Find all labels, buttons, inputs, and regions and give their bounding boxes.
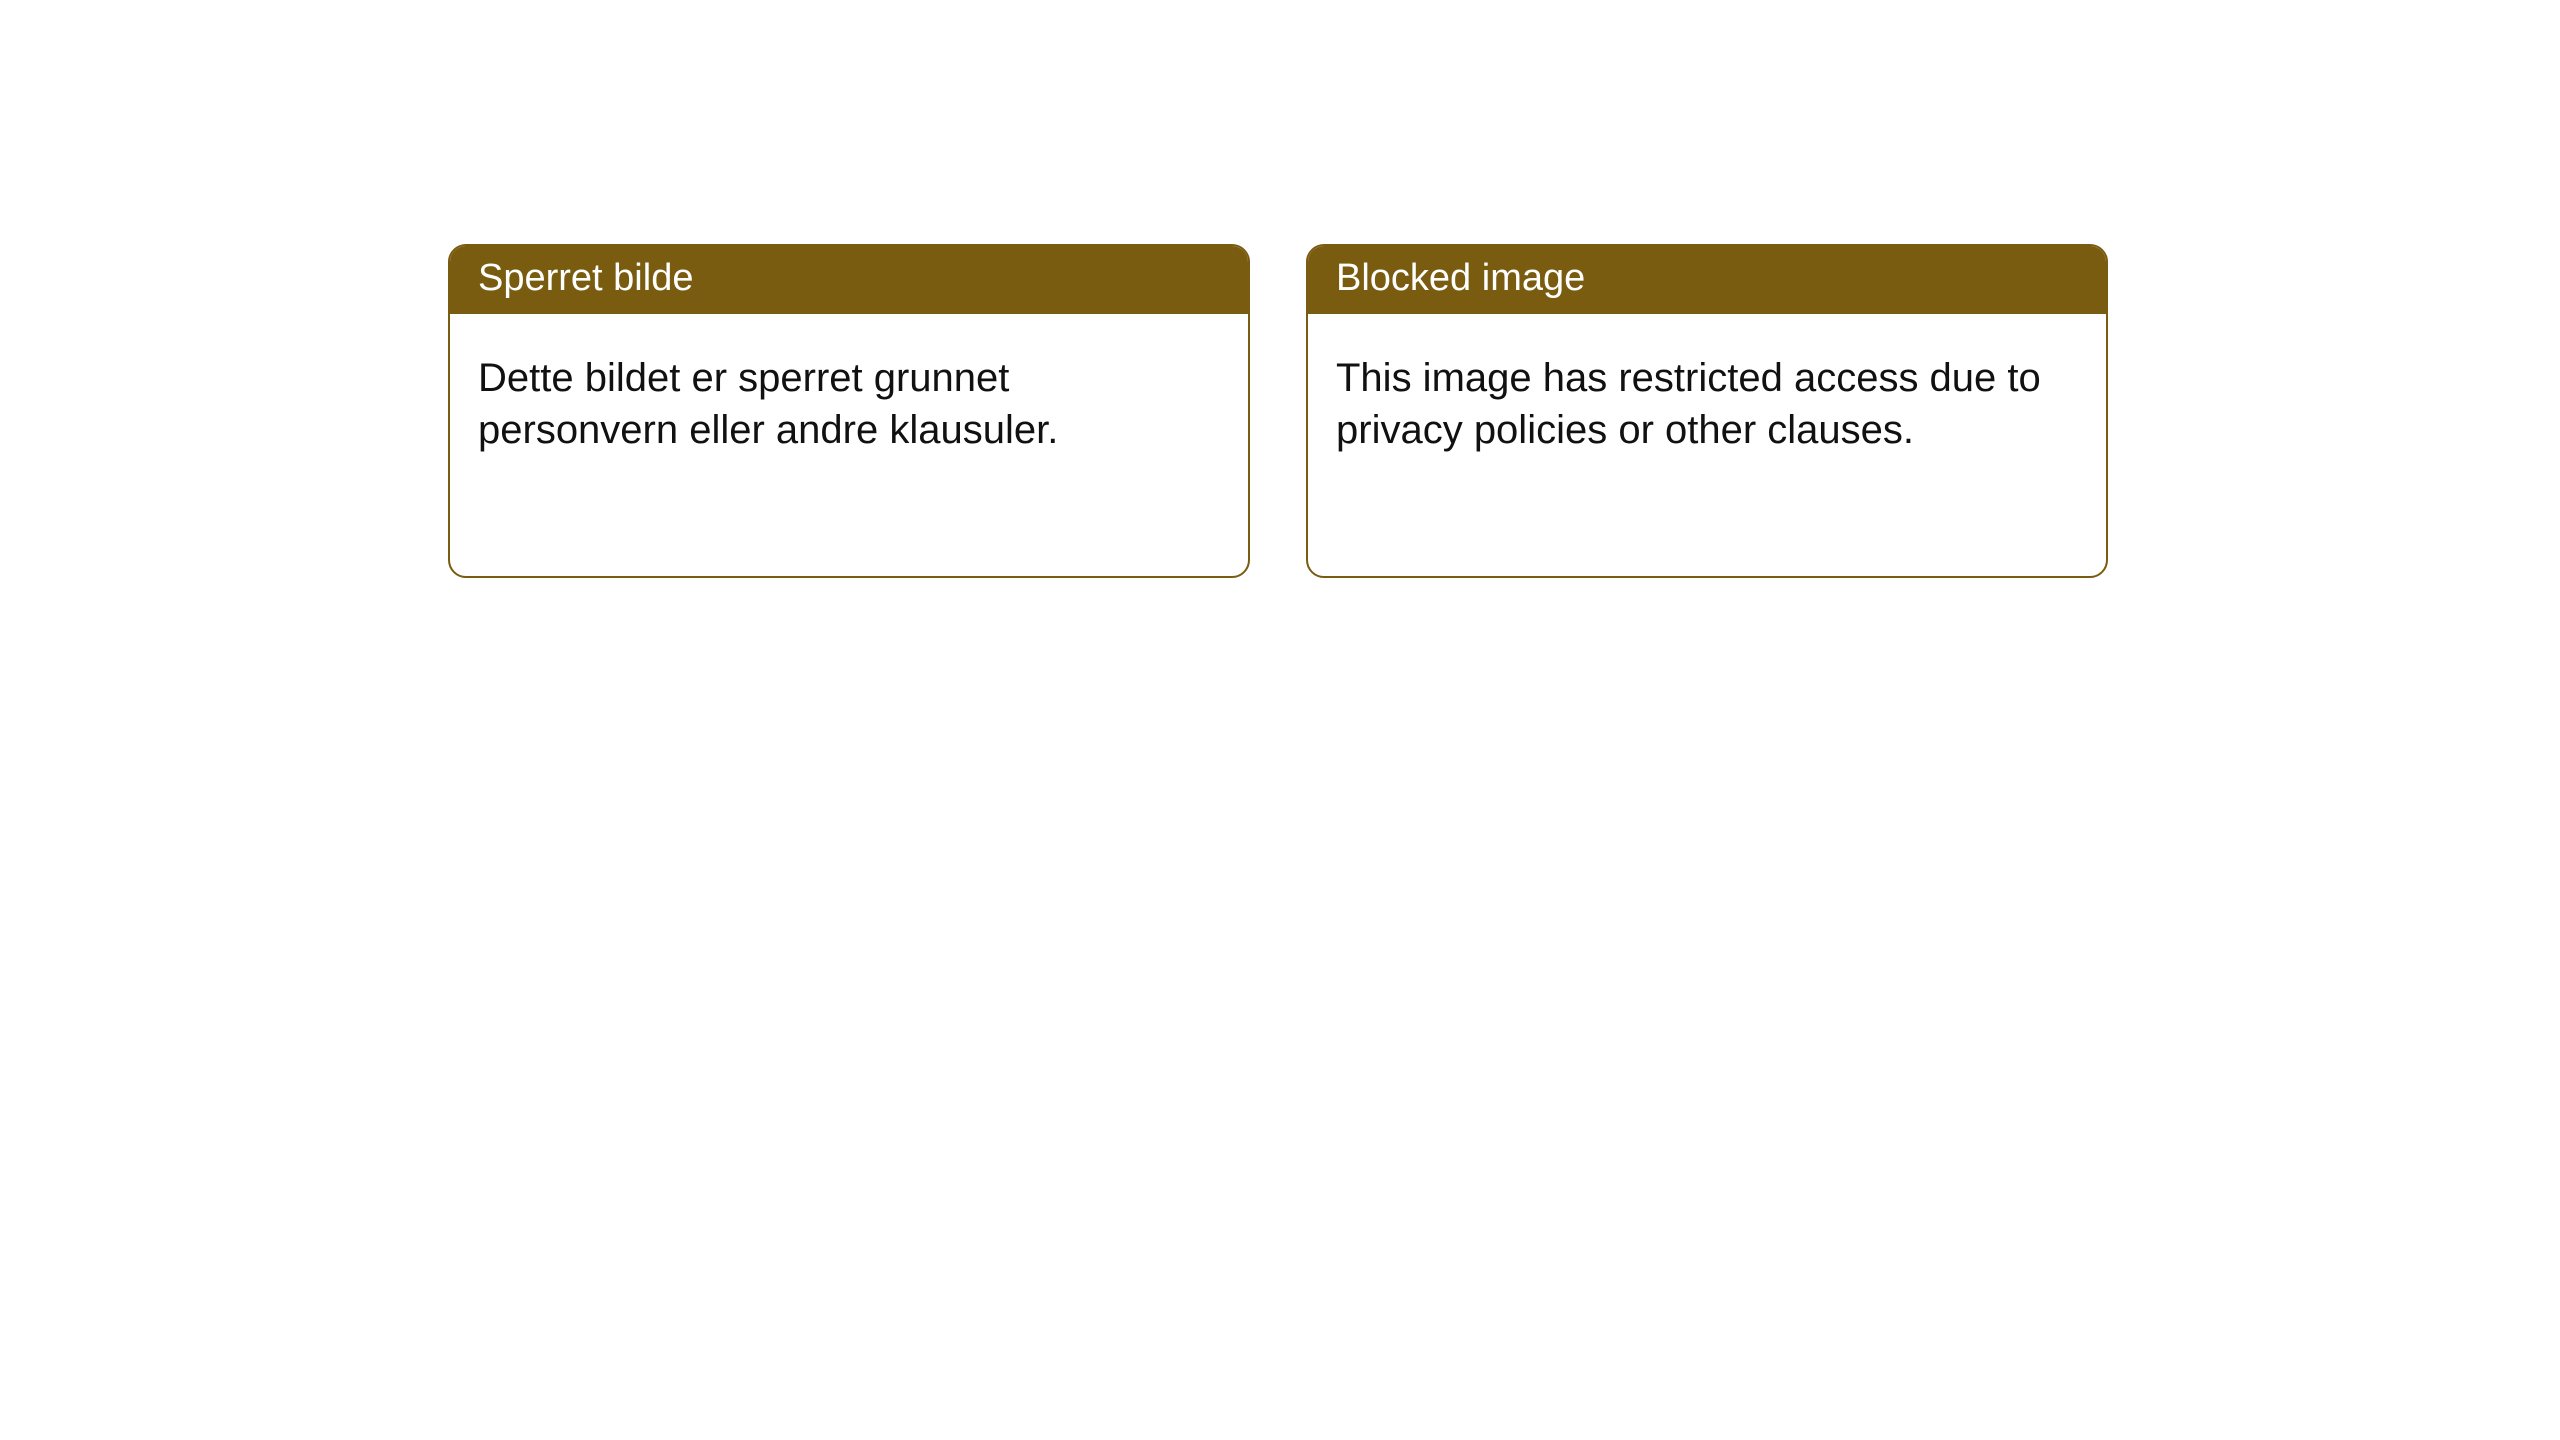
notice-title: Sperret bilde: [450, 246, 1248, 314]
notice-title: Blocked image: [1308, 246, 2106, 314]
notice-body: This image has restricted access due to …: [1308, 314, 2106, 484]
notice-card-norwegian: Sperret bilde Dette bildet er sperret gr…: [448, 244, 1250, 578]
notice-container: Sperret bilde Dette bildet er sperret gr…: [0, 0, 2560, 578]
notice-card-english: Blocked image This image has restricted …: [1306, 244, 2108, 578]
notice-body: Dette bildet er sperret grunnet personve…: [450, 314, 1248, 484]
